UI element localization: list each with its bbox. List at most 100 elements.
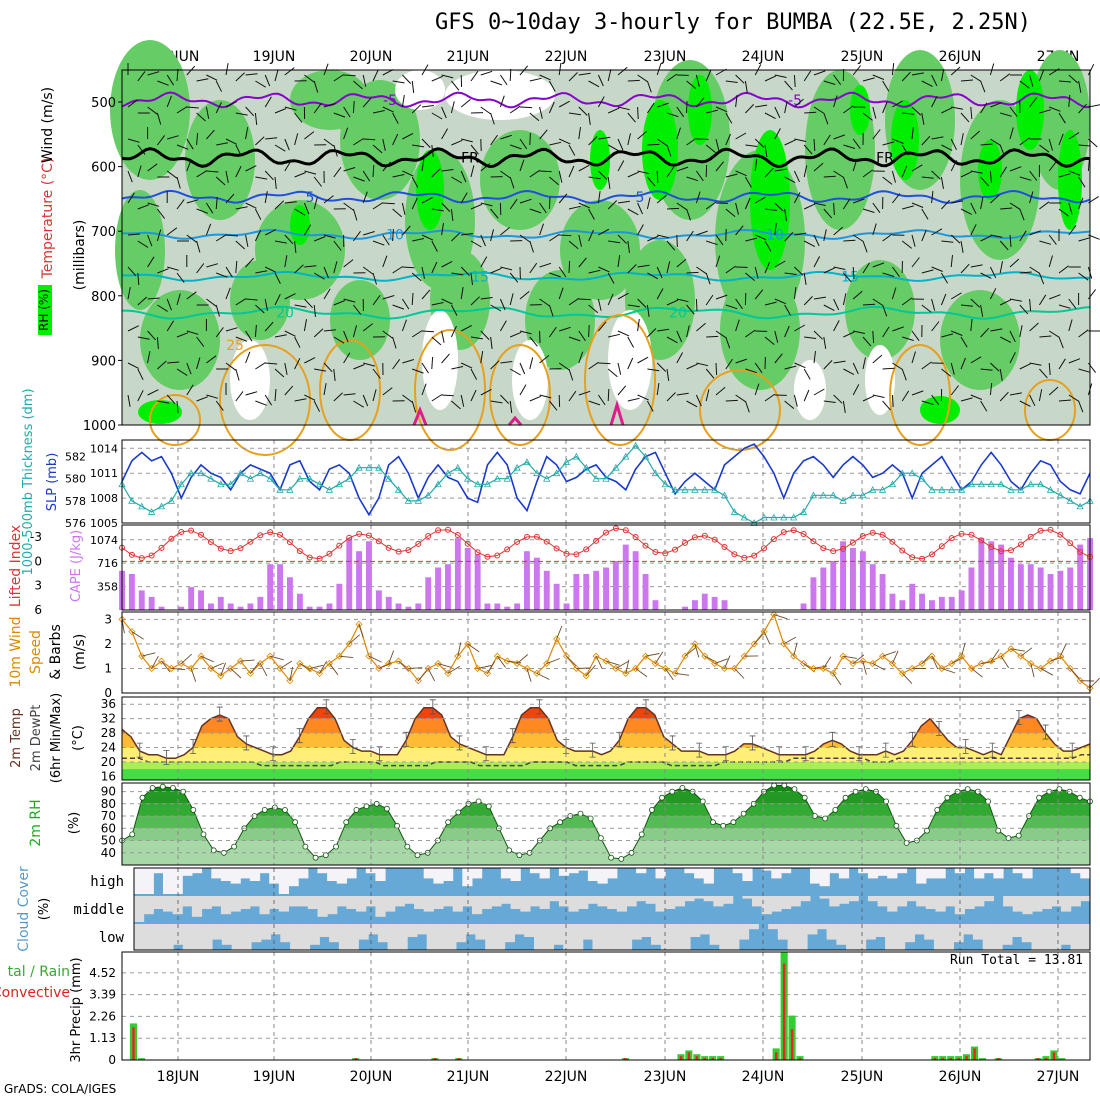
rh-axis-label: RH (%) bbox=[37, 289, 51, 331]
wind-barb-58-1 bbox=[696, 97, 705, 108]
wind-barb-42-9 bbox=[539, 355, 550, 364]
wind-barb-83-1 bbox=[941, 107, 953, 114]
precip-conv-bar-29 bbox=[354, 1058, 357, 1060]
wind-barb-41-0 bbox=[529, 77, 542, 82]
wind-barb-78-2 bbox=[892, 138, 904, 144]
wind-barb-2-7 bbox=[147, 297, 160, 300]
wind10m-barb-92 bbox=[1030, 663, 1035, 678]
wind-barb-97-4 bbox=[1078, 197, 1084, 210]
rh-point-79 bbox=[924, 827, 930, 834]
thickness-point-21 bbox=[325, 485, 334, 493]
wind10m-barb-53 bbox=[645, 653, 660, 657]
wind-barb-6-1 bbox=[186, 106, 199, 109]
cloud-middle-cell-51 bbox=[626, 896, 637, 907]
slp-ytick-2: 1008 bbox=[90, 492, 118, 505]
cape-bar-33 bbox=[445, 564, 451, 610]
wind-barb-73-6 bbox=[843, 272, 852, 283]
temp-contour-label-4-1: 15 bbox=[841, 269, 859, 285]
wind-barb-10-0 bbox=[225, 63, 229, 76]
wind-barb-42-7 bbox=[539, 298, 550, 307]
wind-barb-3-6 bbox=[157, 268, 169, 274]
wind-barb-45-1 bbox=[568, 112, 581, 116]
wind-barb-77-3 bbox=[882, 176, 893, 185]
wind-barb-58-7 bbox=[695, 298, 698, 312]
thickness-ytick-2: 578 bbox=[65, 495, 86, 508]
day-label-bottom-2: 20JUN bbox=[350, 1069, 393, 1085]
rh-point-35 bbox=[475, 798, 482, 805]
cloud-low-cell-35 bbox=[475, 924, 486, 940]
thickness-point-61 bbox=[720, 491, 729, 499]
wind-barb-76-7 bbox=[872, 298, 884, 306]
cape-bar-87 bbox=[978, 538, 985, 610]
wind-barb-12-0 bbox=[245, 73, 258, 76]
cape-bar-71 bbox=[820, 567, 827, 610]
wind-barb-7-0 bbox=[196, 78, 209, 82]
wind-barb-38-0 bbox=[499, 74, 508, 86]
wind-barb-84-4 bbox=[951, 200, 964, 204]
wind-barb-52-4 bbox=[637, 202, 643, 215]
temp-ytick-5: 16 bbox=[101, 769, 116, 783]
rh-point-18 bbox=[302, 843, 309, 850]
temp-contour-30-1 bbox=[507, 415, 523, 426]
rh-high-region-6 bbox=[1058, 130, 1082, 230]
wind-barb-51-0 bbox=[627, 79, 640, 82]
cloud-low-cell-3 bbox=[163, 924, 174, 950]
wind-barb-76-2 bbox=[872, 129, 881, 140]
wind-barb-71-8 bbox=[823, 336, 827, 349]
wind-barb-61-10 bbox=[725, 399, 738, 402]
wind-barb-66-2 bbox=[774, 128, 781, 140]
wind-barb-78-9 bbox=[892, 362, 903, 370]
cloud-middle-cell-81 bbox=[916, 896, 927, 907]
wind-barb-12-1 bbox=[245, 106, 255, 117]
wind-barb-47-1 bbox=[588, 112, 591, 125]
cape-bar-60 bbox=[711, 596, 718, 610]
wind-barb-18-2 bbox=[304, 131, 315, 140]
wind-barb-45-4 bbox=[568, 205, 581, 210]
lifted-index-point-82 bbox=[929, 551, 935, 558]
wind-barb-38-8 bbox=[499, 320, 507, 332]
wind-barb-4-9 bbox=[167, 361, 180, 364]
wind-barb-27-8 bbox=[392, 336, 397, 349]
precip-ytick-2: 2.26 bbox=[89, 1009, 116, 1023]
temp-contour-25-loop-5 bbox=[699, 369, 781, 451]
wind-barb-48-2 bbox=[598, 136, 611, 140]
wind10m-axis-label-3: & Barbs bbox=[48, 624, 64, 680]
wind-barb-32-6 bbox=[441, 260, 453, 268]
wind-barb-13-5 bbox=[254, 229, 262, 242]
wind-barb-59-10 bbox=[705, 389, 710, 402]
wind-barb-58-5 bbox=[696, 230, 708, 236]
rh-point-69 bbox=[822, 815, 828, 822]
cloud-middle-cell-88 bbox=[983, 896, 994, 902]
wind-barb-58-10 bbox=[695, 394, 702, 407]
wind10m-barb-6 bbox=[180, 653, 193, 664]
wind-barb-30-9 bbox=[421, 362, 429, 374]
wind-barb-14-3 bbox=[264, 170, 274, 181]
cape-bar-1 bbox=[128, 574, 135, 610]
rh-high-region-7 bbox=[138, 400, 182, 424]
wind-barb-25-6 bbox=[372, 272, 377, 285]
wind-barb-11-3 bbox=[235, 165, 242, 178]
wind-barb-79-0 bbox=[901, 71, 911, 82]
thickness-point-5 bbox=[167, 497, 176, 504]
cloud-middle-cell-31 bbox=[433, 896, 444, 909]
cloud-low-cell-60 bbox=[719, 924, 730, 950]
wind-barb-89-4 bbox=[1000, 207, 1013, 210]
wind-barb-68-7 bbox=[793, 287, 797, 300]
wind-barb-33-5 bbox=[451, 232, 461, 242]
wind-barb-47-9 bbox=[588, 361, 599, 370]
wind-barb-62-5 bbox=[735, 225, 744, 236]
wind-barb-46-1 bbox=[578, 106, 588, 116]
wind-barb-92-4 bbox=[1029, 191, 1034, 204]
day-label-bottom-9: 27JUN bbox=[1037, 1069, 1080, 1085]
wind-barb-62-10 bbox=[735, 394, 746, 403]
thickness-point-81 bbox=[918, 474, 926, 482]
wind-barb-3-9 bbox=[157, 360, 167, 370]
wind10m-barb-11 bbox=[230, 668, 242, 679]
wind-barb-34-9 bbox=[460, 362, 473, 369]
cloud-middle-cell-38 bbox=[500, 896, 512, 904]
wind-barb-49-5 bbox=[608, 240, 621, 244]
precip-total-bar-74 bbox=[709, 1056, 717, 1060]
wind10m-barb-96 bbox=[1069, 668, 1080, 680]
cape-bar-30 bbox=[415, 603, 422, 610]
wind-barb-91-5 bbox=[1019, 230, 1027, 242]
